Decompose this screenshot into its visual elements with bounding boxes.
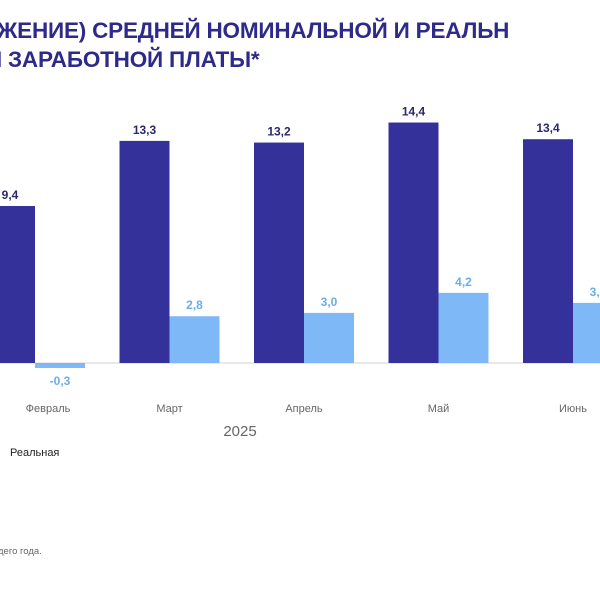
data-label: -0,3 [50,374,71,388]
data-label: 14,4 [402,105,426,119]
bar-nominal-4 [523,139,573,363]
chart-title-line-2: Й ЗАРАБОТНОЙ ПЛАТЫ* [0,47,260,72]
bar-real-2 [304,312,354,363]
footnote: дего года. [0,546,42,557]
x-tick-label: Март [156,403,182,415]
x-tick-label: Июнь [559,403,587,415]
bar-real-4 [573,302,600,363]
bar-real-0 [35,363,85,369]
data-label: 13,2 [267,125,291,139]
x-tick-label: Февраль [26,403,71,415]
bar-real-1 [169,316,220,363]
data-label: 3,0 [321,295,338,309]
data-label: 13,4 [536,121,560,135]
data-label: 3,6 [590,285,600,299]
x-tick-label: Апрель [285,403,323,415]
bar-nominal-3 [388,122,439,364]
bar-nominal-2 [254,142,304,363]
data-label: 4,2 [455,275,472,289]
data-label: 9,4 [2,188,19,202]
x-tick-label: Май [428,403,450,415]
bar-nominal-0 [0,206,35,363]
chart-title-line-1: ЖЕНИЕ) СРЕДНЕЙ НОМИНАЛЬНОЙ И РЕАЛЬН [0,18,510,43]
data-label: 2,8 [186,298,203,312]
data-label: 13,3 [133,123,157,137]
x-axis-label: 2025 [223,423,256,440]
bar-real-3 [438,292,489,363]
legend-real: Реальная [10,447,60,459]
bar-nominal-1 [119,140,170,363]
